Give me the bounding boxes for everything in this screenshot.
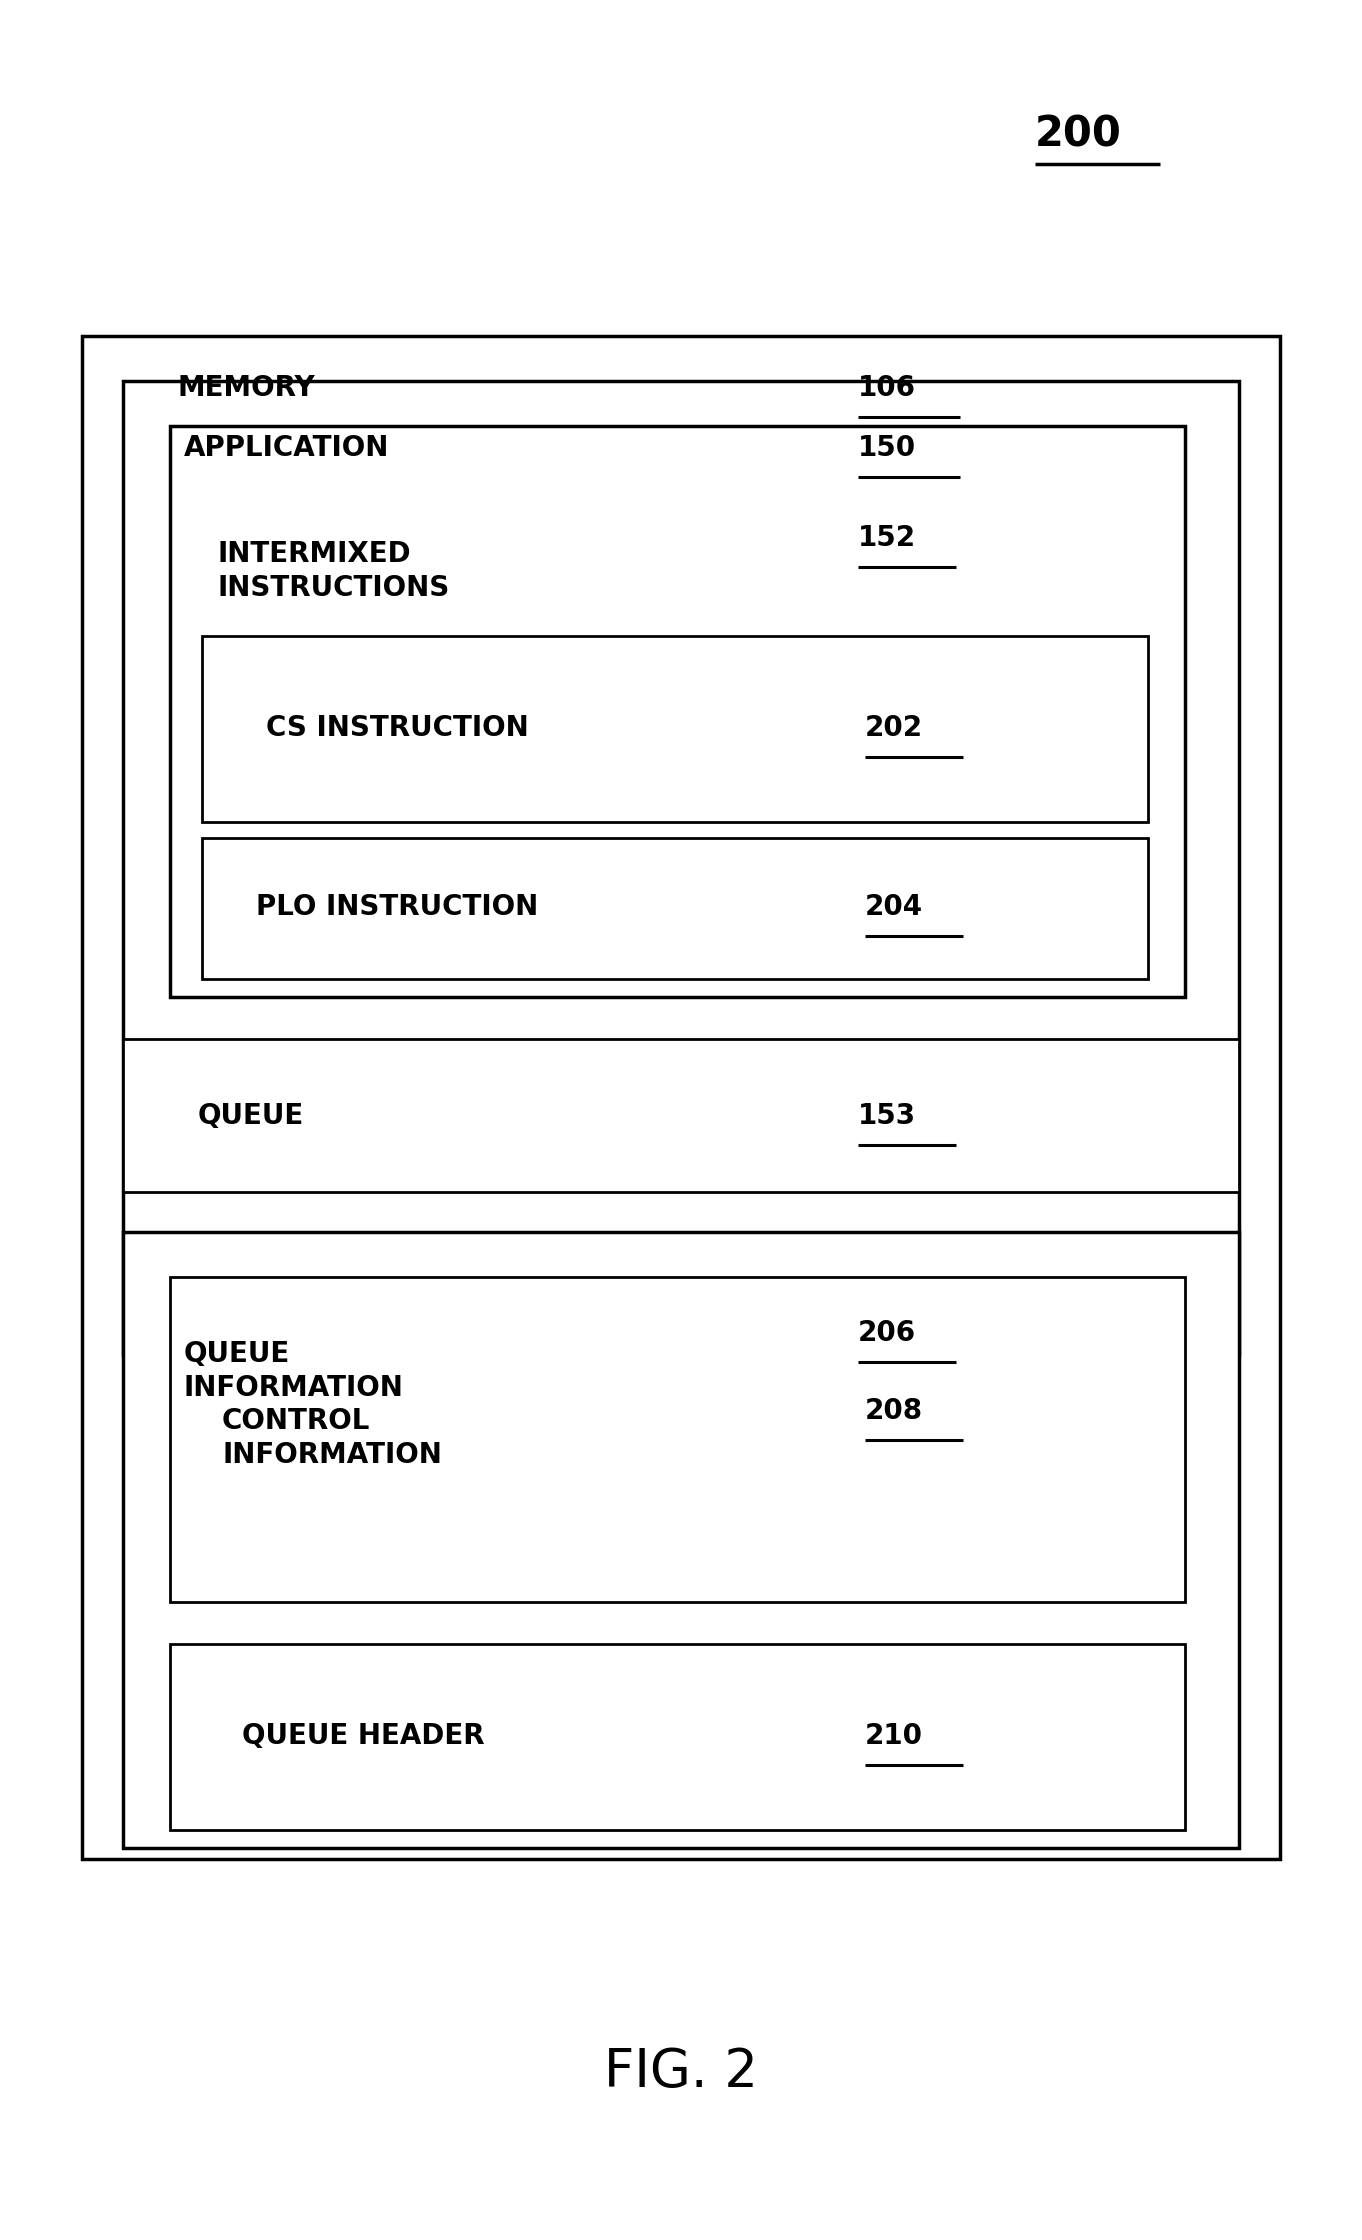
Text: FIG. 2: FIG. 2 [605,2045,757,2099]
Text: 202: 202 [865,715,923,741]
Text: QUEUE: QUEUE [197,1102,304,1129]
Text: QUEUE
INFORMATION: QUEUE INFORMATION [184,1340,403,1402]
Text: 106: 106 [858,374,917,401]
FancyBboxPatch shape [123,1232,1239,1848]
Text: 152: 152 [858,524,917,551]
Text: INTERMIXED
INSTRUCTIONS: INTERMIXED INSTRUCTIONS [218,540,451,603]
Text: 208: 208 [865,1398,923,1425]
Text: CONTROL
INFORMATION: CONTROL INFORMATION [222,1407,441,1469]
Text: 206: 206 [858,1319,917,1346]
FancyBboxPatch shape [170,1277,1185,1602]
Text: APPLICATION: APPLICATION [184,435,390,461]
Text: 210: 210 [865,1723,923,1749]
Text: MEMORY: MEMORY [177,374,315,401]
Text: QUEUE HEADER: QUEUE HEADER [242,1723,485,1749]
FancyBboxPatch shape [202,838,1148,979]
FancyBboxPatch shape [170,426,1185,997]
Text: CS INSTRUCTION: CS INSTRUCTION [266,715,528,741]
Text: 200: 200 [1035,114,1122,155]
FancyBboxPatch shape [82,336,1280,1859]
FancyBboxPatch shape [170,1644,1185,1830]
FancyBboxPatch shape [123,381,1239,1355]
FancyBboxPatch shape [123,1039,1239,1192]
Text: 153: 153 [858,1102,917,1129]
Text: 204: 204 [865,894,923,921]
Text: 150: 150 [858,435,917,461]
FancyBboxPatch shape [202,636,1148,822]
Text: PLO INSTRUCTION: PLO INSTRUCTION [256,894,538,921]
